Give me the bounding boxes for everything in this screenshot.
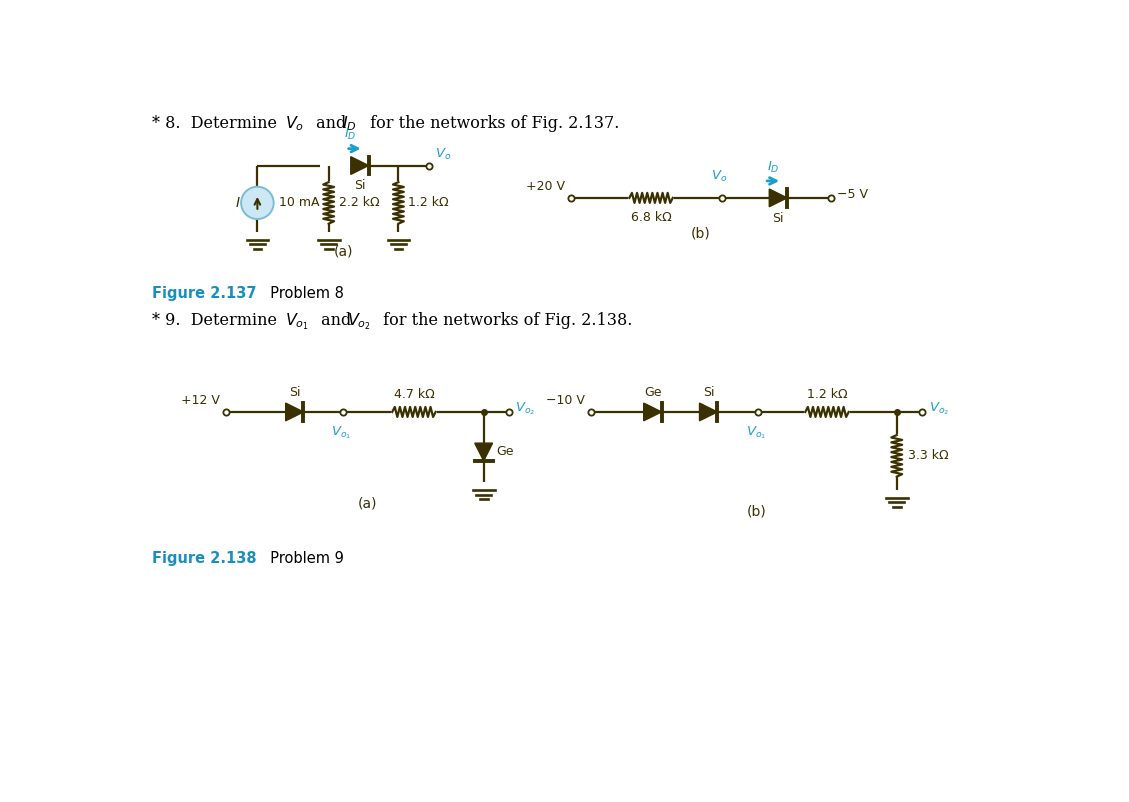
Text: Si: Si [353,179,366,192]
Polygon shape [475,444,492,461]
Text: +12 V: +12 V [182,395,220,407]
Text: $V_{o_1}$: $V_{o_1}$ [746,424,767,441]
Text: 2.2 kΩ: 2.2 kΩ [339,196,379,209]
Text: Problem 9: Problem 9 [261,550,344,565]
Text: (a): (a) [334,245,353,258]
Text: 1.2 kΩ: 1.2 kΩ [409,196,449,209]
Text: $I_D$: $I_D$ [768,160,780,175]
Text: −5 V: −5 V [837,188,868,201]
Text: 1.2 kΩ: 1.2 kΩ [807,388,847,401]
Text: 6.8 kΩ: 6.8 kΩ [631,211,672,224]
Text: $I_D$: $I_D$ [344,128,357,143]
Text: Ge: Ge [644,386,662,399]
Text: * 9.  Determine: * 9. Determine [152,312,282,329]
Text: $V_{o_2}$: $V_{o_2}$ [348,312,371,333]
Text: $V_{o_2}$: $V_{o_2}$ [516,400,536,417]
Text: (b): (b) [691,227,711,241]
Polygon shape [769,189,787,207]
Text: (b): (b) [746,504,767,518]
Text: (a): (a) [358,496,377,510]
Polygon shape [700,403,717,421]
Text: $V_{o_1}$: $V_{o_1}$ [331,424,351,441]
Text: for the networks of Fig. 2.138.: for the networks of Fig. 2.138. [378,312,632,329]
Text: * 8.  Determine: * 8. Determine [152,115,282,132]
Polygon shape [351,156,368,174]
Text: Figure 2.137: Figure 2.137 [152,286,256,302]
Text: for the networks of Fig. 2.137.: for the networks of Fig. 2.137. [365,115,620,132]
Text: 10 mA: 10 mA [279,196,320,209]
Text: Si: Si [702,386,715,399]
Text: Figure 2.138: Figure 2.138 [152,550,256,565]
Text: 3.3 kΩ: 3.3 kΩ [909,449,949,462]
Text: +20 V: +20 V [526,180,564,193]
Text: $I_D$: $I_D$ [342,115,357,133]
Text: Si: Si [772,212,784,225]
Text: Ge: Ge [496,445,514,459]
Polygon shape [644,403,662,421]
Text: $I$: $I$ [235,196,240,210]
Text: $V_o$: $V_o$ [286,115,305,133]
Text: $V_{o_1}$: $V_{o_1}$ [286,312,309,333]
Text: $V_o$: $V_o$ [711,169,727,184]
Text: $V_o$: $V_o$ [435,148,452,163]
Text: $V_{o_2}$: $V_{o_2}$ [928,400,948,417]
Text: Si: Si [289,386,300,399]
Text: 4.7 kΩ: 4.7 kΩ [394,388,435,401]
Polygon shape [286,403,304,421]
Circle shape [242,187,273,219]
Text: Problem 8: Problem 8 [261,286,344,302]
Text: and: and [316,312,357,329]
Text: and: and [310,115,351,132]
Text: −10 V: −10 V [545,395,585,407]
